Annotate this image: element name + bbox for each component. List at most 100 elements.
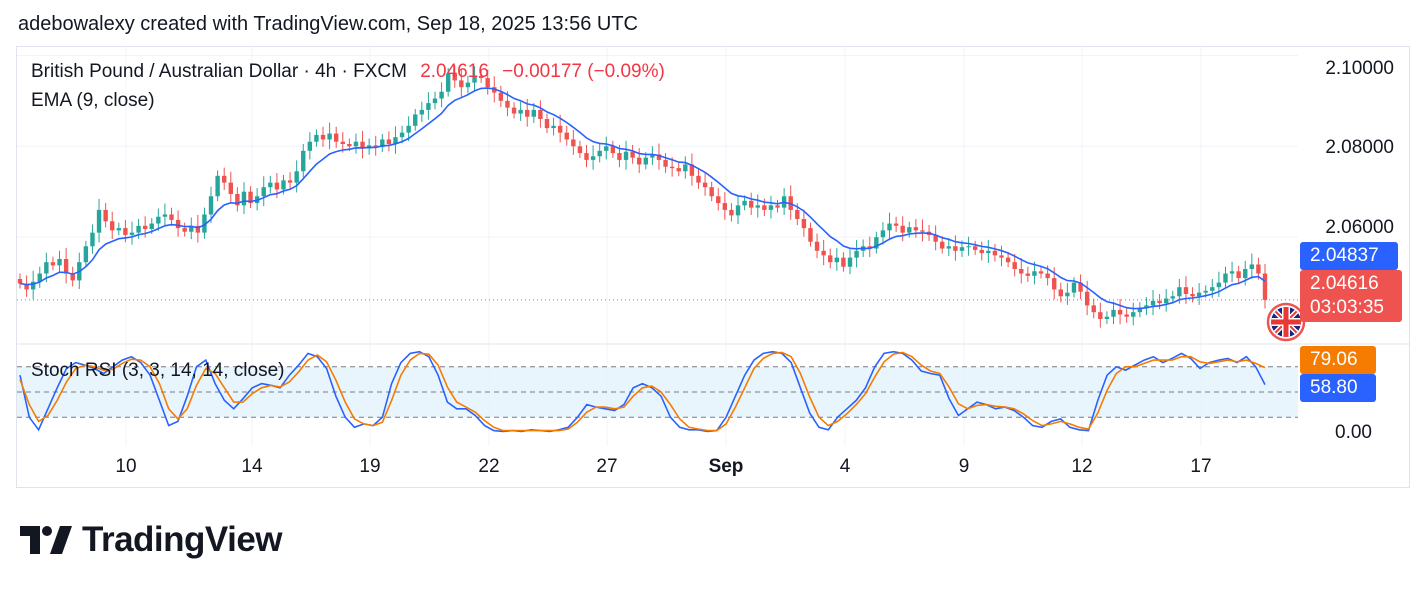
candle-body: [716, 196, 721, 204]
ema-line: [19, 87, 1266, 310]
candle-body: [544, 119, 550, 129]
candle-body: [268, 182, 273, 188]
candle-body: [1236, 271, 1241, 279]
candle-body: [1091, 305, 1096, 313]
candle-body: [571, 139, 576, 147]
candle-body: [274, 182, 280, 190]
candle-body: [1177, 287, 1182, 297]
candle-body: [551, 125, 556, 129]
candle-body: [202, 214, 207, 233]
candle-body: [44, 262, 49, 274]
candle-body: [795, 209, 800, 219]
candle-body: [729, 209, 734, 216]
candle-body: [505, 100, 510, 108]
candle-body: [722, 203, 728, 210]
candle-body: [577, 146, 583, 154]
candle-body: [755, 205, 760, 208]
candle-body: [1045, 273, 1050, 279]
candle-body: [1144, 305, 1149, 308]
ema-legend[interactable]: EMA (9, close): [31, 90, 155, 111]
date-tick: 12: [1071, 456, 1093, 477]
candle-body: [933, 234, 938, 242]
candle-body: [452, 73, 457, 81]
candle-body: [959, 247, 965, 251]
candle-body: [1111, 309, 1116, 317]
candle-body: [986, 250, 991, 254]
candle-body: [979, 249, 984, 254]
candle-body: [1078, 282, 1083, 292]
candle-body: [459, 80, 464, 88]
candle-body: [643, 157, 648, 165]
tradingview-logo[interactable]: TradingView: [20, 520, 283, 560]
candle-body: [30, 281, 36, 290]
tradingview-logo-icon: [20, 526, 72, 554]
candle-body: [920, 230, 925, 232]
stoch-rsi-legend[interactable]: Stoch RSI (3, 3, 14, 14, close): [31, 360, 285, 381]
chart-frame: [16, 46, 1410, 488]
bar-countdown: 03:03:35: [1310, 297, 1384, 318]
candle-body: [478, 75, 484, 79]
candle-body: [235, 194, 240, 206]
candle-body: [907, 227, 912, 233]
candle-body: [333, 133, 339, 142]
candle-body: [103, 209, 108, 222]
stoch-k-line: [19, 350, 1266, 433]
candle-body: [1137, 307, 1143, 313]
candle-body: [472, 75, 477, 83]
candle-body: [57, 259, 62, 266]
candle-body: [867, 246, 872, 249]
candle-body: [432, 98, 438, 104]
candle-body: [650, 154, 655, 158]
candle-body: [307, 141, 313, 151]
price-axis-label: 2.06000: [1325, 217, 1394, 238]
candle-body: [623, 151, 629, 160]
candle-body: [1223, 273, 1228, 283]
candle-body: [821, 250, 826, 256]
candle-body: [426, 103, 431, 110]
candle-body: [1052, 278, 1057, 290]
stoch-k-tag: 58.80: [1300, 374, 1376, 402]
date-tick: 27: [596, 456, 618, 477]
candle-body: [136, 225, 141, 233]
candle-body: [439, 91, 444, 99]
symbol-title[interactable]: British Pound / Australian Dollar · 4h ·…: [31, 61, 407, 82]
candle-body: [584, 153, 589, 160]
candle-body: [96, 209, 102, 233]
candle-body: [373, 145, 378, 148]
candle-body: [742, 200, 747, 206]
chart-attribution: adebowalexy created with TradingView.com…: [18, 13, 638, 35]
candle-body: [735, 205, 741, 216]
candle-body: [887, 223, 892, 231]
candle-body: [110, 221, 115, 231]
candle-body: [808, 228, 813, 242]
symbol-legend[interactable]: British Pound / Australian Dollar · 4h ·…: [31, 61, 665, 83]
candle-body: [689, 164, 695, 176]
candle-body: [347, 144, 352, 147]
candle-body: [1210, 287, 1215, 291]
candle-body: [1157, 300, 1162, 304]
candle-body: [156, 216, 161, 224]
candle-body: [1032, 271, 1037, 276]
last-price-tag: 2.04616 03:03:35: [1300, 270, 1402, 322]
date-tick: 9: [958, 456, 970, 477]
candle-body: [768, 205, 774, 210]
candle-body: [538, 109, 543, 119]
candle-body: [1019, 269, 1024, 274]
candle-body: [841, 257, 846, 267]
candle-body: [241, 191, 247, 206]
candle-body: [386, 139, 392, 144]
candle-body: [775, 205, 780, 208]
ema-price-tag: 2.04837: [1300, 242, 1398, 270]
candle-body: [281, 180, 286, 190]
candle-body: [1117, 309, 1123, 315]
legend-change: −0.00177 (−0.09%): [502, 61, 665, 82]
candle-body: [189, 225, 194, 232]
candle-body: [1256, 264, 1261, 274]
candle-body: [913, 227, 919, 231]
candle-body: [702, 182, 708, 188]
stoch-axis-label: 0.00: [1335, 422, 1372, 443]
candle-body: [215, 175, 220, 197]
candle-body: [992, 250, 998, 256]
candle-body: [17, 279, 23, 284]
